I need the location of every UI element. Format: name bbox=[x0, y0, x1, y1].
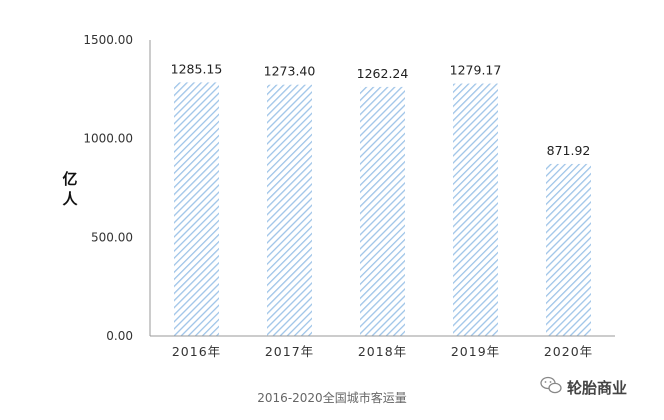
data-label-2019年: 1279.17 bbox=[450, 63, 502, 78]
y-axis-label-line1: 亿 bbox=[62, 170, 77, 188]
y-axis-ticks: 0.00 500.00 1000.00 1500.00 bbox=[83, 33, 133, 343]
x-tick-label-2018年: 2018年 bbox=[358, 344, 407, 359]
y-tick-label-0: 0.00 bbox=[106, 329, 133, 343]
bar-2019年 bbox=[453, 83, 498, 336]
data-label-2017年: 1273.40 bbox=[264, 64, 316, 79]
x-axis-ticks: 2016年 2017年 2018年 2019年 2020年 bbox=[172, 344, 593, 359]
bar-2017年 bbox=[267, 84, 312, 337]
y-tick-label-1500: 1500.00 bbox=[83, 33, 133, 47]
data-label-2020年: 871.92 bbox=[547, 143, 591, 158]
bar-2016年 bbox=[174, 82, 219, 336]
watermark: 轮胎商业 bbox=[540, 376, 627, 397]
x-tick-label-2019年: 2019年 bbox=[451, 344, 500, 359]
watermark-text: 轮胎商业 bbox=[567, 379, 627, 397]
y-tick-label-1000: 1000.00 bbox=[83, 132, 133, 146]
y-tick-label-500: 500.00 bbox=[91, 230, 133, 244]
chart-caption: 2016-2020全国城市客运量 bbox=[257, 390, 406, 405]
x-tick-label-2016年: 2016年 bbox=[172, 344, 221, 359]
data-label-2018年: 1262.24 bbox=[357, 66, 409, 81]
y-axis-label-line2: 人 bbox=[62, 190, 78, 208]
data-label-2016年: 1285.15 bbox=[171, 61, 223, 76]
bars-group bbox=[174, 82, 591, 337]
bar-2020年 bbox=[546, 163, 591, 336]
data-labels-group: 1285.15 1273.40 1262.24 1279.17 871.92 bbox=[171, 61, 591, 158]
x-tick-label-2020年: 2020年 bbox=[544, 344, 593, 359]
x-tick-label-2017年: 2017年 bbox=[265, 344, 314, 359]
wechat-icon bbox=[540, 376, 562, 394]
bar-2018年 bbox=[360, 86, 405, 337]
